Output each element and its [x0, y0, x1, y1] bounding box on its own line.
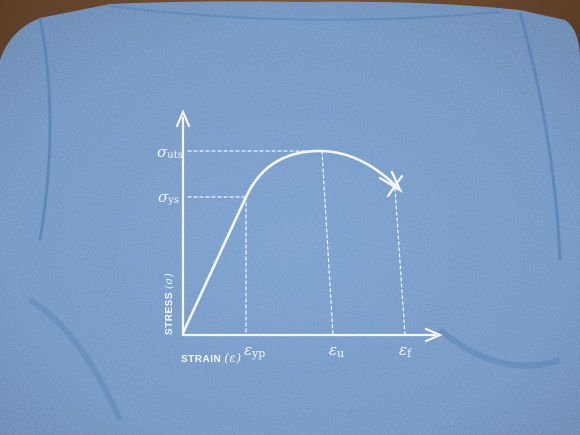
eps-yp-label: εyp — [244, 341, 265, 360]
guide-lines — [187, 150, 406, 336]
fracture-mark-icon — [386, 174, 404, 198]
f-guide — [394, 187, 406, 336]
fracture-arrow-icon — [378, 170, 403, 193]
collar-seam — [109, 5, 501, 21]
fabric-fold — [28, 297, 123, 422]
sigma-ys-label: σys — [158, 188, 179, 206]
y-axis-title: STRESS(σ) — [164, 273, 175, 335]
x-axis-title: STRAIN (ε) — [181, 351, 242, 365]
left-seam — [38, 17, 52, 241]
u-guide — [321, 150, 334, 336]
sigma-uts-label: σuts — [157, 143, 183, 161]
x-axis-arrow-icon — [424, 327, 443, 343]
y-axis-title-text: STRESS(σ) — [164, 273, 175, 335]
stress-strain-diagram — [175, 109, 443, 343]
fabric-fold — [438, 327, 561, 369]
eps-f-label: εf — [399, 341, 412, 360]
eps-u-label: εu — [329, 341, 344, 360]
y-axis-arrow-icon — [175, 109, 191, 128]
right-seam — [518, 11, 562, 261]
